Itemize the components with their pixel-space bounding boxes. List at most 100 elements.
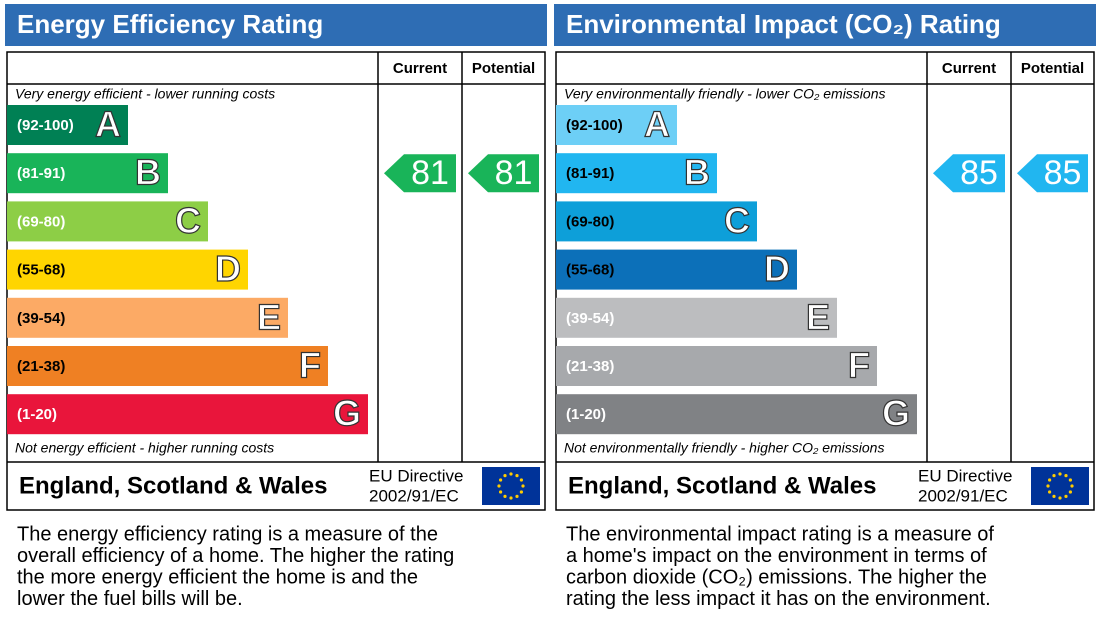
rating-band xyxy=(556,346,877,386)
band-range: (92-100) xyxy=(566,117,623,134)
potential-header: Potential xyxy=(1021,60,1084,77)
rating-band xyxy=(556,297,837,338)
band-letter: A xyxy=(644,104,670,145)
eu-star xyxy=(1052,474,1056,478)
directive-number: 2002/91/EC xyxy=(369,486,459,505)
rating-band xyxy=(556,153,717,194)
rating-arrow xyxy=(384,154,456,193)
band-letter: A xyxy=(95,104,121,145)
eu-star xyxy=(1048,490,1052,494)
eu-star xyxy=(1052,494,1056,498)
eu-star xyxy=(521,484,525,488)
eu-star xyxy=(1064,474,1068,478)
band-range: (92-100) xyxy=(17,117,74,134)
eu-star xyxy=(509,472,513,476)
region: England, Scotland & Wales xyxy=(19,472,327,499)
eu-star xyxy=(1058,472,1062,476)
rating-value: 81 xyxy=(411,154,449,192)
eu-star xyxy=(519,490,523,494)
rating-band xyxy=(556,394,917,435)
eu-star xyxy=(509,496,513,500)
rating-band xyxy=(7,297,288,338)
band-letter: F xyxy=(848,345,870,386)
eu-star xyxy=(503,474,507,478)
band-letter: E xyxy=(257,296,281,337)
band-letter: C xyxy=(724,200,750,241)
rating-band xyxy=(556,105,677,145)
rating-arrow xyxy=(933,154,1005,193)
eu-star xyxy=(1068,490,1072,494)
rating-band xyxy=(7,394,368,435)
band-range: (21-38) xyxy=(17,358,65,375)
eu-star xyxy=(1058,496,1062,500)
band-range: (55-68) xyxy=(17,262,65,279)
description-line: lower the fuel bills will be. xyxy=(17,588,243,610)
rating-value: 85 xyxy=(1044,154,1082,192)
description-line: a home's impact on the environment in te… xyxy=(566,545,987,567)
panel-title: Energy Efficiency Rating xyxy=(17,9,323,39)
eu-star xyxy=(499,478,503,482)
eu-star xyxy=(503,494,507,498)
rating-band xyxy=(7,201,208,242)
rating-band xyxy=(7,153,168,194)
eu-star xyxy=(515,494,519,498)
description-line: the more energy efficient the home is an… xyxy=(17,566,418,588)
description-line: rating the less impact it has on the env… xyxy=(566,588,991,610)
rating-arrow xyxy=(1017,154,1088,193)
band-range: (1-20) xyxy=(17,406,57,423)
band-range: (1-20) xyxy=(566,406,606,423)
band-range: (55-68) xyxy=(566,262,614,279)
bottom-note: Not energy efficient - higher running co… xyxy=(15,440,274,456)
description-line: carbon dioxide (CO₂) emissions. The high… xyxy=(566,566,987,588)
current-header: Current xyxy=(393,60,447,77)
band-letter: D xyxy=(764,248,790,289)
eu-star xyxy=(515,474,519,478)
description-line: overall efficiency of a home. The higher… xyxy=(17,545,454,567)
band-letter: C xyxy=(175,200,201,241)
band-range: (69-80) xyxy=(566,213,614,230)
eu-star xyxy=(1064,494,1068,498)
rating-band xyxy=(7,346,328,386)
band-range: (39-54) xyxy=(17,310,65,327)
band-letter: B xyxy=(135,152,161,193)
band-letter: F xyxy=(299,345,321,386)
band-letter: G xyxy=(882,393,910,434)
band-range: (81-91) xyxy=(17,165,65,182)
rating-band xyxy=(556,249,797,290)
eu-star xyxy=(497,484,501,488)
band-letter: B xyxy=(684,152,710,193)
band-range: (21-38) xyxy=(566,358,614,375)
directive-number: 2002/91/EC xyxy=(918,486,1008,505)
eu-star xyxy=(1046,484,1050,488)
region: England, Scotland & Wales xyxy=(568,472,876,499)
description-line: The environmental impact rating is a mea… xyxy=(566,523,994,545)
band-letter: D xyxy=(215,248,241,289)
title-bar xyxy=(5,4,547,46)
eu-star xyxy=(1068,478,1072,482)
eu-star xyxy=(519,478,523,482)
band-letter: G xyxy=(333,393,361,434)
band-letter: E xyxy=(806,296,830,337)
title-bar xyxy=(554,4,1096,46)
description-line: The energy efficiency rating is a measur… xyxy=(17,523,438,545)
eu-star xyxy=(499,490,503,494)
directive: EU Directive xyxy=(918,466,1012,485)
current-header: Current xyxy=(942,60,996,77)
directive: EU Directive xyxy=(369,466,463,485)
rating-band xyxy=(7,105,128,145)
eu-star xyxy=(1070,484,1074,488)
potential-header: Potential xyxy=(472,60,535,77)
panel-title: Environmental Impact (CO₂) Rating xyxy=(566,9,1001,39)
rating-band xyxy=(7,249,248,290)
bottom-note: Not environmentally friendly - higher CO… xyxy=(564,440,884,456)
band-range: (69-80) xyxy=(17,213,65,230)
eu-star xyxy=(1048,478,1052,482)
band-range: (39-54) xyxy=(566,310,614,327)
top-note: Very environmentally friendly - lower CO… xyxy=(564,86,885,102)
rating-arrow xyxy=(468,154,539,193)
band-range: (81-91) xyxy=(566,165,614,182)
rating-value: 81 xyxy=(495,154,533,192)
rating-band xyxy=(556,201,757,242)
rating-value: 85 xyxy=(960,154,998,192)
